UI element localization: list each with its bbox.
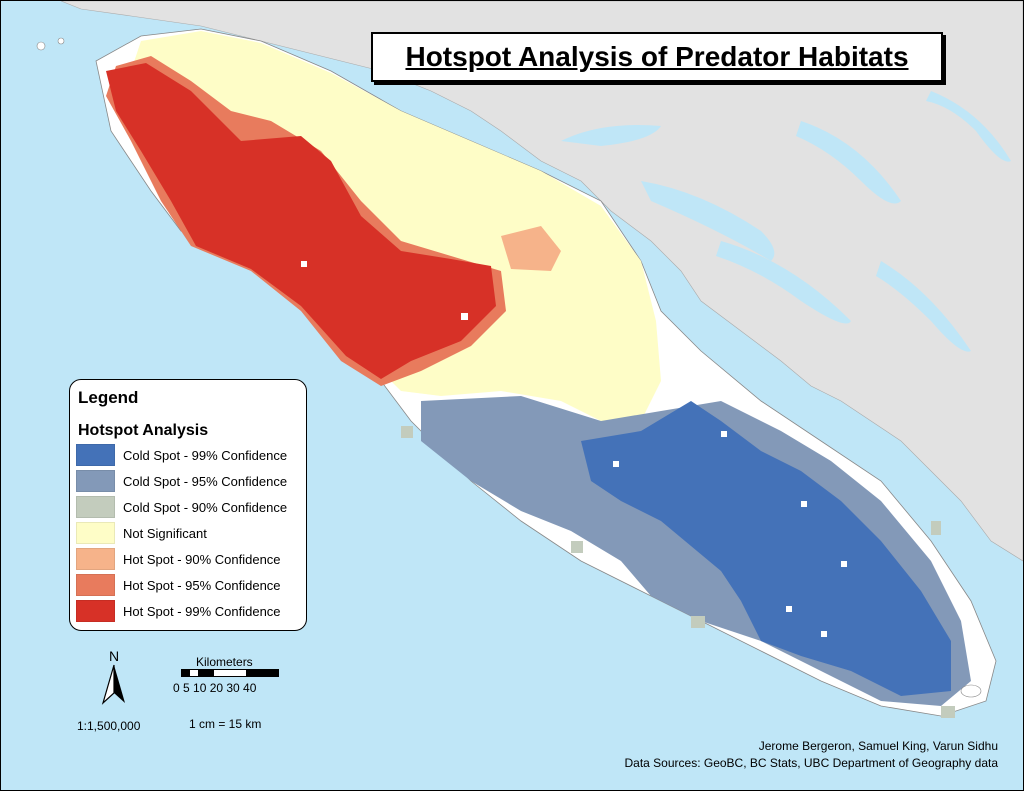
title-box: Hotspot Analysis of Predator Habitats — [371, 32, 943, 82]
scale-bar — [181, 669, 279, 677]
legend-label: Hot Spot - 90% Confidence — [123, 551, 281, 567]
legend-item-hot-95: Hot Spot - 95% Confidence — [76, 574, 281, 596]
lake-holes — [301, 261, 847, 637]
scale-unit-label: Kilometers — [196, 655, 253, 669]
legend-item-cold-99: Cold Spot - 99% Confidence — [76, 444, 287, 466]
legend-panel: Legend Hotspot Analysis Cold Spot - 99% … — [69, 379, 307, 631]
swatch-hot-95 — [76, 574, 115, 596]
legend-title: Legend — [78, 388, 139, 407]
swatch-cold-90 — [76, 496, 115, 518]
swatch-hot-99 — [76, 600, 115, 622]
legend-item-cold-90: Cold Spot - 90% Confidence — [76, 496, 287, 518]
swatch-not-significant — [76, 522, 115, 544]
zone-cold-90 — [401, 426, 955, 718]
north-arrow-icon: N — [101, 648, 125, 705]
legend-label: Not Significant — [123, 525, 207, 541]
legend-subtitle: Hotspot Analysis — [78, 422, 209, 439]
map-title: Hotspot Analysis of Predator Habitats — [405, 41, 909, 72]
scale-cm-label: 1 cm = 15 km — [189, 717, 262, 731]
legend-label: Cold Spot - 99% Confidence — [123, 447, 288, 463]
swatch-cold-99 — [76, 444, 115, 466]
legend-label: Hot Spot - 99% Confidence — [123, 603, 281, 619]
legend-item-not-significant: Not Significant — [76, 522, 207, 544]
legend-item-hot-90: Hot Spot - 90% Confidence — [76, 548, 281, 570]
scale-ticks: 0 5 10 20 30 40 — [173, 681, 257, 695]
zone-hot-99 — [106, 63, 496, 379]
legend-item-hot-99: Hot Spot - 99% Confidence — [76, 600, 281, 622]
credits-authors: Jerome Bergeron, Samuel King, Varun Sidh… — [758, 739, 998, 753]
scale-ratio: 1:1,500,000 — [77, 719, 141, 733]
swatch-hot-90 — [76, 548, 115, 570]
mainland — [60, 1, 1023, 562]
inlets — [561, 91, 1011, 352]
zone-cold-99 — [581, 401, 951, 696]
small-islands — [36, 37, 982, 698]
legend-item-cold-95: Cold Spot - 95% Confidence — [76, 470, 287, 492]
legend-label: Cold Spot - 95% Confidence — [123, 473, 288, 489]
credits-sources: Data Sources: GeoBC, BC Stats, UBC Depar… — [624, 756, 998, 770]
swatch-cold-95 — [76, 470, 115, 492]
zone-hot-90 — [501, 226, 561, 271]
legend-label: Cold Spot - 90% Confidence — [123, 499, 288, 515]
north-label: N — [109, 648, 119, 664]
legend-label: Hot Spot - 95% Confidence — [123, 577, 281, 593]
credits: Jerome Bergeron, Samuel King, Varun Sidh… — [624, 738, 998, 772]
